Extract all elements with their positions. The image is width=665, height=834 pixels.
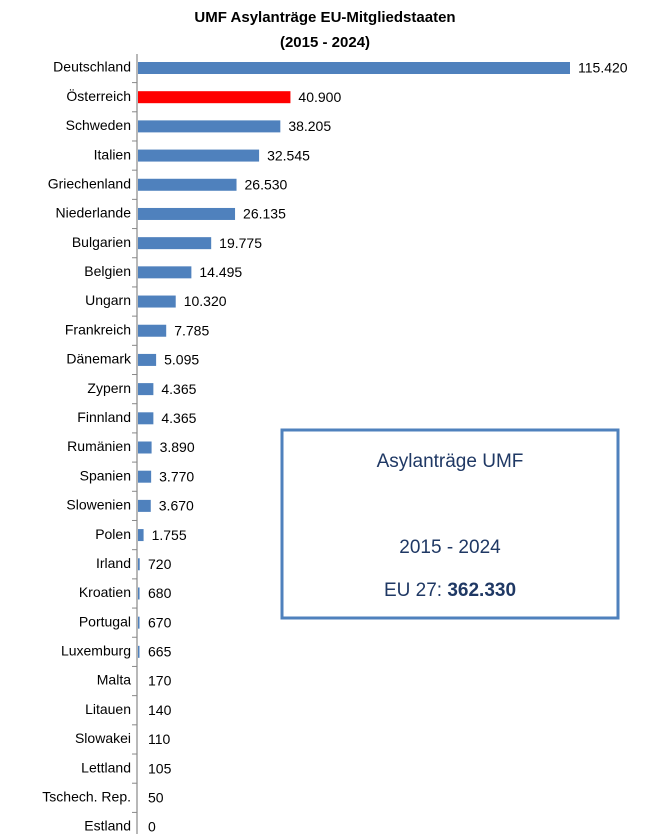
category-label: Irland (96, 555, 131, 571)
category-label: Tschech. Rep. (42, 789, 131, 805)
category-label: Slowenien (66, 497, 131, 513)
category-label: Ungarn (85, 292, 131, 308)
value-label: 3.890 (160, 439, 195, 455)
annotation-box (280, 428, 620, 620)
total-value: 362.330 (447, 580, 516, 601)
category-label: Lettland (81, 759, 131, 775)
value-label: 26.530 (245, 176, 288, 192)
category-label: Kroatien (79, 584, 131, 600)
value-label: 40.900 (298, 89, 341, 105)
value-label: 680 (148, 585, 172, 601)
category-label: Griechenland (48, 175, 131, 191)
category-label: Slowakei (75, 730, 131, 746)
bar (138, 207, 236, 220)
value-label: 110 (148, 731, 171, 747)
annotation-heading: Asylanträge UMF (377, 451, 524, 472)
bar (138, 470, 152, 483)
category-label: Luxemburg (61, 643, 131, 659)
bar (138, 237, 212, 250)
bar (138, 383, 154, 396)
value-label: 3.770 (159, 468, 194, 484)
value-label: 14.495 (199, 264, 242, 280)
value-label: 1.755 (152, 527, 187, 543)
bar (138, 91, 291, 104)
category-label: Finnland (77, 409, 131, 425)
category-label: Schweden (66, 117, 131, 133)
category-label: Rumänien (67, 438, 131, 454)
category-label: Zypern (87, 380, 131, 396)
value-label: 115.420 (578, 60, 628, 76)
value-label: 5.095 (164, 352, 199, 368)
bar (138, 441, 152, 454)
category-label: Frankreich (65, 321, 131, 337)
category-label: Litauen (85, 701, 131, 717)
total-label: EU 27: (384, 580, 442, 601)
category-label: Italien (94, 146, 131, 162)
value-label: 4.365 (161, 410, 196, 426)
category-label: Spanien (80, 467, 131, 483)
category-label: Dänemark (66, 351, 132, 367)
value-label: 38.205 (288, 118, 331, 134)
bar (138, 266, 192, 279)
category-label: Estland (84, 818, 131, 834)
value-label: 0 (148, 819, 156, 834)
category-label: Belgien (84, 263, 131, 279)
value-label: 170 (148, 673, 172, 689)
category-label: Österreich (66, 87, 131, 104)
bar (138, 149, 260, 162)
bar (138, 558, 140, 571)
bar (138, 645, 140, 658)
bar (138, 324, 167, 337)
bar (138, 499, 151, 512)
category-label: Malta (97, 672, 131, 688)
category-label: Bulgarien (72, 234, 131, 250)
bar (138, 412, 154, 425)
value-label: 50 (148, 790, 164, 806)
chart-subtitle: (2015 - 2024) (280, 34, 370, 51)
bar (138, 178, 237, 191)
value-label: 140 (148, 702, 172, 718)
value-label: 665 (148, 644, 172, 660)
value-label: 720 (148, 556, 172, 572)
category-label: Portugal (79, 613, 131, 629)
category-label: Deutschland (53, 59, 131, 75)
value-label: 7.785 (174, 322, 209, 338)
bar (138, 353, 157, 366)
value-label: 3.670 (159, 498, 194, 514)
chart-title: UMF Asylanträge EU-Mitgliedstaaten (194, 9, 455, 26)
value-label: 4.365 (161, 381, 196, 397)
category-label: Niederlande (56, 205, 132, 221)
value-label: 26.135 (243, 206, 286, 222)
value-label: 10.320 (184, 293, 227, 309)
annotation-period: 2015 - 2024 (399, 537, 501, 558)
bar (138, 587, 140, 600)
value-label: 19.775 (219, 235, 262, 251)
value-label: 105 (148, 760, 172, 776)
value-label: 32.545 (267, 147, 310, 163)
annotation-total: EU 27: 362.330 (384, 580, 516, 601)
value-label: 670 (148, 614, 172, 630)
bar (138, 62, 570, 74)
category-label: Polen (95, 526, 131, 542)
bar (138, 120, 281, 133)
bar (138, 295, 176, 308)
bar (138, 616, 140, 629)
bar (138, 529, 144, 542)
